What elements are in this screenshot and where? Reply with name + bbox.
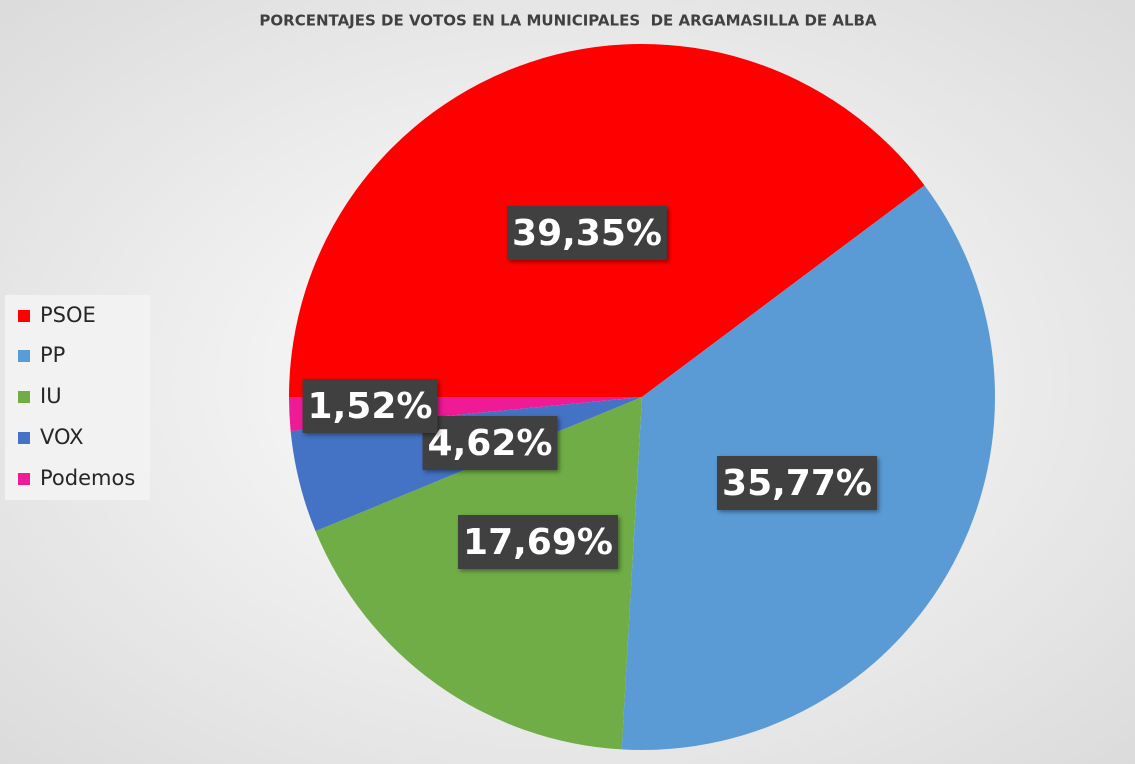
legend-swatch xyxy=(18,391,30,403)
legend-swatch xyxy=(18,473,30,485)
legend-label: PSOE xyxy=(40,303,96,327)
value-label-box xyxy=(422,416,558,470)
legend-swatch xyxy=(18,432,30,444)
legend-label: Podemos xyxy=(40,466,135,490)
value-label: 39,35% xyxy=(512,213,662,254)
legend-label: PP xyxy=(40,343,65,367)
legend-label: IU xyxy=(40,384,62,408)
chart-title: PORCENTAJES DE VOTOS EN LA MUNICIPALES D… xyxy=(259,12,877,30)
value-label: 17,69% xyxy=(463,522,613,563)
value-label-box xyxy=(507,206,667,260)
pie-slice xyxy=(315,397,642,750)
value-label-box xyxy=(458,515,618,569)
value-label: 1,52% xyxy=(308,386,433,427)
legend-swatch xyxy=(18,350,30,362)
value-label: 4,62% xyxy=(428,423,553,464)
legend-label: VOX xyxy=(40,425,84,449)
value-label-box xyxy=(717,456,877,510)
value-label: 35,77% xyxy=(722,463,872,504)
value-label-box xyxy=(302,379,438,433)
legend-swatch xyxy=(18,310,30,322)
